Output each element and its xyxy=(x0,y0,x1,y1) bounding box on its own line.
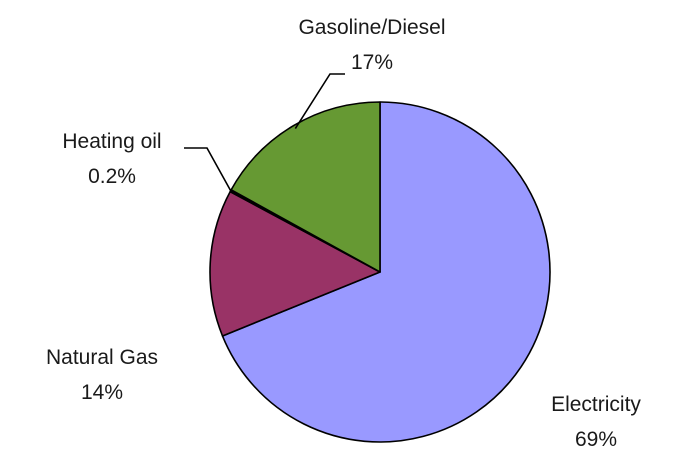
leader-line-heating-oil xyxy=(184,147,232,192)
leader-line-gasoline-diesel xyxy=(294,73,345,129)
pie-slice-electricity xyxy=(221,101,551,443)
slice-value-gasoline-diesel: 17% xyxy=(351,51,393,74)
slice-value-natural-gas: 14% xyxy=(81,381,123,404)
label-natural-gas: Natural Gas 14% xyxy=(46,346,158,404)
slice-label-electricity: Electricity xyxy=(551,393,641,416)
leader-lines xyxy=(184,73,345,192)
label-electricity: Electricity 69% xyxy=(551,393,641,451)
pie-slice-natural-gas xyxy=(209,190,381,337)
slice-label-natural-gas: Natural Gas xyxy=(46,346,158,369)
slice-value-electricity: 69% xyxy=(575,428,617,451)
pie-slices xyxy=(209,101,551,443)
slice-value-heating-oil: 0.2% xyxy=(88,165,136,188)
slice-label-gasoline-diesel: Gasoline/Diesel xyxy=(298,16,445,39)
pie-slice-gasoline-diesel xyxy=(230,101,381,273)
label-heating-oil: Heating oil 0.2% xyxy=(62,130,161,188)
label-gasoline-diesel: Gasoline/Diesel 17% xyxy=(298,16,445,74)
slice-label-heating-oil: Heating oil xyxy=(62,130,161,153)
